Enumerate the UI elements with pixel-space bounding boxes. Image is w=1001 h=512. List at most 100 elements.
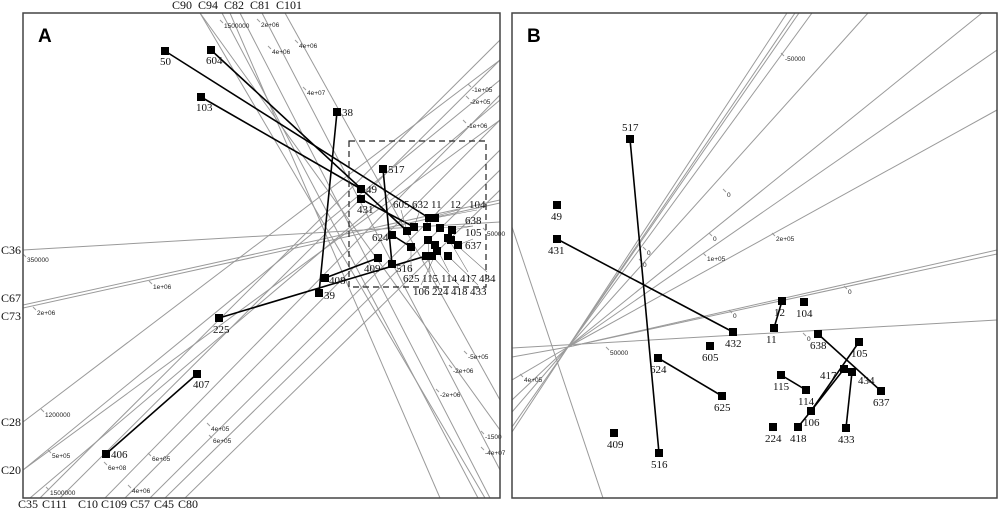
- label-leader-line: [431, 255, 460, 286]
- data-point: [422, 252, 430, 260]
- data-point: [388, 231, 396, 239]
- data-point-label: 104: [469, 199, 486, 211]
- data-point-label: 104: [796, 308, 813, 320]
- data-point-label: 409: [364, 263, 381, 275]
- axis-tick-label: 0: [647, 250, 651, 257]
- axis-tick-label: 0: [727, 192, 731, 199]
- axis-tick-label: 1e+06: [153, 284, 172, 291]
- data-point: [447, 236, 455, 244]
- data-point: [403, 227, 411, 235]
- data-point-label: 224: [432, 286, 449, 298]
- axis-tick-mark: [480, 430, 485, 435]
- data-point: [553, 235, 561, 243]
- data-point: [428, 252, 436, 260]
- data-point-label: 516: [651, 459, 668, 471]
- axis-tick-label: 5e+05: [52, 453, 71, 460]
- axis-tick-label: 50000: [610, 350, 628, 357]
- panel-b: -5000000001e+052e+05000500004e+055175164…: [511, 12, 998, 499]
- data-point: [207, 46, 215, 54]
- axis-tick-mark: [708, 232, 713, 237]
- axis-tick-mark: [463, 350, 468, 355]
- data-point-label: 605: [702, 352, 719, 364]
- axis-tick-mark: [802, 332, 807, 337]
- data-point-label: 418: [790, 433, 807, 445]
- axis-tick-label: 0: [713, 236, 717, 243]
- data-point: [333, 108, 341, 116]
- data-point: [193, 370, 201, 378]
- data-point: [410, 223, 418, 231]
- connection-line: [200, 96, 362, 190]
- data-point-label: 406: [111, 449, 128, 461]
- data-point-label: 105: [465, 227, 482, 239]
- data-point: [444, 252, 452, 260]
- axis-tick-mark: [302, 86, 307, 91]
- axis-tick-mark: [465, 95, 470, 100]
- data-point-label: 431: [548, 245, 565, 257]
- axis-tick-mark: [642, 246, 647, 251]
- axis-name-label: C80: [178, 497, 198, 511]
- connection-line: [164, 50, 430, 219]
- axis-tick-label: 6e+05: [213, 438, 232, 445]
- data-point-label: 625: [403, 273, 420, 285]
- panel-frame: [511, 12, 998, 499]
- biplot-axis-line: [39, 39, 500, 498]
- axis-tick-label: 2e+06: [261, 22, 280, 29]
- biplot-axis-line: [567, 13, 800, 348]
- axis-tick-mark: [771, 232, 776, 237]
- data-point-label: 115: [422, 273, 439, 285]
- axis-name-label: C10: [78, 497, 98, 511]
- biplot-axis-line: [512, 346, 569, 401]
- biplot-axis-line: [29, 99, 500, 498]
- axis-tick-label: 6e+08: [108, 465, 127, 472]
- biplot-axis-line: [23, 221, 500, 251]
- axis-tick-mark: [843, 285, 848, 290]
- data-point-label: 105: [851, 348, 868, 360]
- axis-tick-label: -2e+06: [453, 368, 474, 375]
- data-point: [215, 314, 223, 322]
- axis-tick-label: -1e+06: [467, 123, 488, 130]
- data-point: [855, 338, 863, 346]
- data-point: [374, 254, 382, 262]
- data-point-label: 638: [810, 340, 827, 352]
- data-point-label: 604: [206, 55, 223, 67]
- axis-tick-mark: [219, 19, 224, 24]
- plot-area: [23, 13, 500, 498]
- connection-line: [657, 357, 723, 397]
- data-point-label: 106: [803, 417, 820, 429]
- axis-tick-mark: [45, 486, 50, 491]
- axis-name-label: C101: [276, 0, 302, 12]
- axis-tick-mark: [208, 434, 213, 439]
- data-point-label: 225: [213, 324, 230, 336]
- connection-line: [629, 138, 660, 454]
- data-point-label: 432: [725, 338, 742, 350]
- data-point: [407, 243, 415, 251]
- axis-tick-mark: [780, 52, 785, 57]
- connection-line: [105, 373, 198, 455]
- data-point-label: 224: [765, 433, 782, 445]
- biplot-axis-line: [149, 149, 500, 498]
- data-point: [842, 424, 850, 432]
- axis-tick-label: 1500000: [224, 23, 250, 30]
- zoom-region-box: [348, 140, 487, 288]
- data-point: [729, 328, 737, 336]
- biplot-axis-line: [124, 119, 500, 498]
- data-point: [431, 214, 439, 222]
- axis-tick-mark: [435, 388, 440, 393]
- data-point: [197, 93, 205, 101]
- biplot-axis-line: [221, 13, 479, 498]
- data-point: [436, 224, 444, 232]
- data-point-label: 115: [773, 381, 790, 393]
- panel-letter: A: [38, 26, 52, 47]
- data-point: [655, 449, 663, 457]
- data-point-label: 50: [160, 56, 172, 68]
- axis-tick-label: 4e+07: [307, 90, 326, 97]
- connection-line: [780, 374, 807, 391]
- connection-line: [210, 49, 408, 232]
- axis-tick-mark: [103, 461, 108, 466]
- data-point: [848, 368, 856, 376]
- axis-name-label: C81: [250, 0, 270, 12]
- axis-tick-label: 50000: [487, 231, 505, 238]
- axis-tick-mark: [722, 188, 727, 193]
- plot-area: [512, 13, 997, 498]
- data-point: [379, 165, 387, 173]
